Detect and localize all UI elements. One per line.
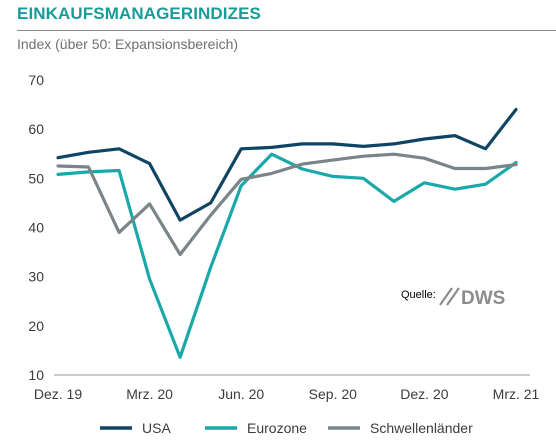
x-tick-label: Mrz. 20 bbox=[126, 386, 173, 402]
legend-label: Eurozone bbox=[247, 420, 307, 436]
chart-title: EINKAUFSMANAGERINDIZES bbox=[17, 4, 261, 23]
x-tick-label: Dez. 20 bbox=[400, 386, 448, 402]
y-axis: 10 20 30 40 50 60 70 bbox=[28, 72, 44, 383]
series-line-usa bbox=[56, 107, 518, 222]
x-tick-label: Sep. 20 bbox=[309, 386, 357, 402]
y-tick-label: 60 bbox=[28, 121, 44, 137]
x-tick-label: Dez. 19 bbox=[34, 386, 82, 402]
chart-subtitle: Index (über 50: Expansionsbereich) bbox=[17, 36, 239, 52]
source-note: Quelle: DWS bbox=[401, 287, 505, 309]
y-tick-label: 50 bbox=[28, 170, 44, 186]
series-line-eurozone bbox=[56, 152, 518, 359]
y-tick-label: 20 bbox=[28, 318, 44, 334]
y-tick-label: 10 bbox=[28, 367, 44, 383]
series-line-schwellenlnder bbox=[56, 152, 518, 257]
source-label: Quelle: bbox=[401, 289, 436, 301]
series-lines bbox=[56, 107, 518, 359]
dws-logo-text: DWS bbox=[461, 288, 505, 309]
x-tick-label: Mrz. 21 bbox=[493, 386, 540, 402]
y-tick-label: 40 bbox=[28, 220, 44, 236]
dws-logo-icon bbox=[439, 287, 460, 306]
legend-label: Schwellenländer bbox=[370, 420, 473, 436]
legend-label: USA bbox=[142, 420, 171, 436]
y-tick-label: 30 bbox=[28, 269, 44, 285]
title-divider bbox=[17, 30, 556, 31]
x-tick-label: Jun. 20 bbox=[218, 386, 264, 402]
legend: USA Eurozone Schwellenländer bbox=[100, 420, 473, 436]
x-axis: Dez. 19 Mrz. 20 Jun. 20 Sep. 20 Dez. 20 Mrz. … bbox=[34, 386, 540, 402]
y-tick-label: 70 bbox=[28, 72, 44, 88]
